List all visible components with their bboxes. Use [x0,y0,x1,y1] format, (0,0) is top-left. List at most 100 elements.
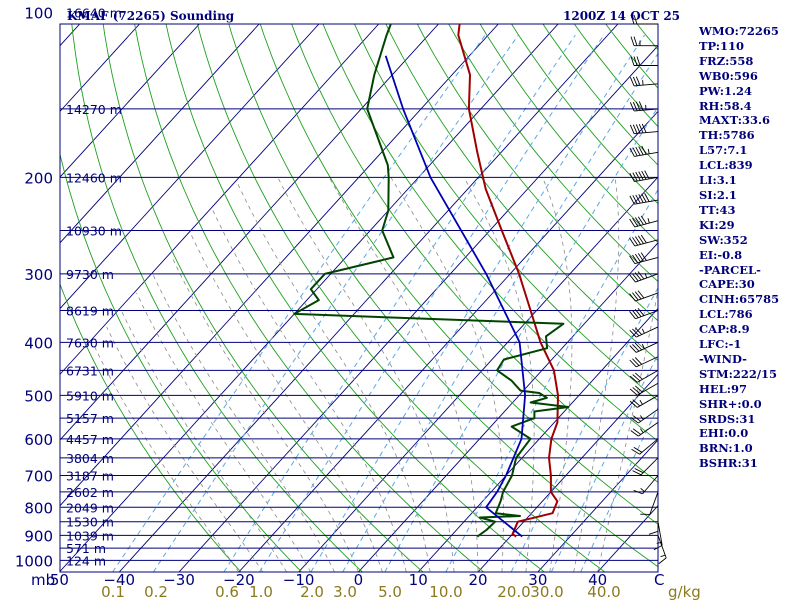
mixing-ratio-label: 20.0 [497,583,530,600]
wind-barb [639,438,659,455]
moist-adiabat [106,326,264,572]
moist-adiabat [212,210,407,572]
wind-barb-flag [640,252,647,261]
mixing-ratio-label: 3.0 [333,583,357,600]
wind-barb-flag [635,236,641,245]
pressure-tick-label: 600 [24,431,53,449]
wind-barb [634,176,659,182]
mixing-ratio-line [152,34,519,572]
wind-barb-flag [637,271,645,280]
wind-barb-flag [632,415,642,422]
wind-barb [636,326,659,338]
wind-barb-flag [629,218,636,228]
moist-adiabat [152,273,335,572]
wind-barb-flag [640,215,647,225]
dry-adiabat [60,152,302,572]
isotherm-line [60,24,559,572]
height-label: 2049 m [66,500,114,515]
sounding-index: MAXT:33.6 [699,113,770,128]
wind-barb-half [640,488,645,492]
sounding-index: TP:110 [699,38,745,53]
temperature-tick-label: 0 [354,571,364,589]
temperature-tick-label: 10 [409,571,428,589]
wind-barb-flag [635,194,641,204]
pressure-tick-label: 700 [24,468,53,486]
wind-barb [636,382,659,396]
wind-barb [635,292,659,302]
sounding-index: HEL:97 [699,381,747,396]
height-label: 8619 m [66,304,114,319]
height-label: 12460 m [66,170,122,185]
wind-barb-flag [640,234,647,244]
mixing-ratio-label: 1.0 [249,583,273,600]
mixing-ratio-label: 5.0 [378,583,402,600]
wind-barb-flag [630,430,639,437]
height-label: 4457 m [66,432,114,447]
pressure-tick-label: 900 [24,527,53,545]
wind-barb-flag [641,193,647,203]
chart-series [293,24,570,538]
sounding-index: CINH:65785 [699,292,780,307]
wind-barbs [629,14,667,565]
height-label: 3804 m [66,451,114,466]
mixing-ratio-line [384,106,658,572]
sounding-index: RH:58.4 [699,98,752,113]
isotherm-line [60,24,380,375]
isotherm-line [238,110,658,572]
dry-adiabat [134,24,484,572]
wind-barb-flag [629,124,635,134]
sounding-index: SRDS:31 [699,411,756,426]
wind-barb-flag [632,328,640,337]
wind-barb-half [644,273,648,279]
wind-barb-flag [629,172,635,182]
wind-barb-flag [633,36,638,46]
temperature-tick-label: 30 [528,571,547,589]
wind-barb-half [647,148,650,154]
mixing-ratio-label: 10.0 [429,583,462,600]
wind-barb-flag [635,372,643,380]
wind-barb-flag [629,345,637,353]
moist-adiabat [390,177,504,572]
observation-time: 1200Z 14 OCT 25 [563,9,681,23]
wind-barb-flag [637,253,644,262]
station-title: KMAF (72265) Sounding [67,9,235,23]
wind-barb [634,83,659,87]
wind-barb-flag [634,272,642,281]
wind-barb-flag [632,374,641,382]
wind-barb [638,422,659,437]
sounding-index: L57:7.1 [699,143,748,158]
moist-adiabat [573,177,620,572]
dry-adiabat [228,24,658,568]
wind-barb-flag [638,123,644,134]
wind-barb-flag [638,171,644,181]
sounding-index: CAPE:30 [699,277,755,292]
wind-barb-flag [634,291,642,300]
wind-barb-flag [635,385,643,393]
sounding-index: LCL:839 [699,158,753,173]
wind-barb-half [639,399,643,405]
wind-barb-half [641,343,645,349]
plot-frame [59,23,659,573]
wind-barb-flag [629,293,636,302]
wind-barb-flag [629,255,636,264]
wind-barb [657,521,663,546]
wind-barb-flag [658,557,667,565]
sounding-indices: WMO:72265 TP:110 FRZ:558 WB0:596 PW:1.24 RH:5… [699,24,779,471]
pressure-tick-label: 200 [24,169,53,187]
wind-barb-flag [633,14,638,25]
wind-barb-flag [632,172,638,182]
dry-adiabat [196,24,606,572]
wind-barb-flag [634,342,643,351]
temperature-tick-label: −10 [283,571,315,589]
dry-adiabat [322,24,658,442]
wind-barb-flag [632,358,640,366]
moist-adiabat [463,177,535,572]
pressure-tick-label: 800 [24,499,53,517]
wind-barb-flag [632,387,641,395]
wind-barb-flag [637,307,645,316]
wind-barb [636,395,659,408]
wind-barb [640,457,659,476]
wind-barb-flag [638,101,644,111]
sounding-index: SW:352 [699,232,748,247]
sounding-index: TT:43 [699,202,736,217]
